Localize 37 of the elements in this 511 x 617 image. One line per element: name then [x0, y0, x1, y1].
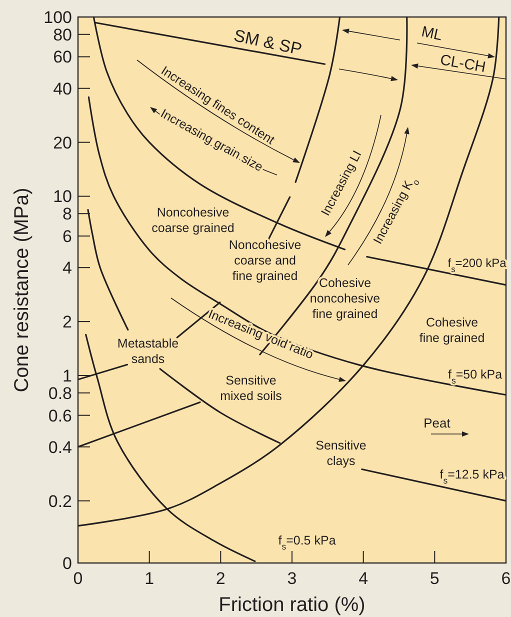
y-tick-label: 20: [53, 133, 72, 152]
annotation: Cohesive fine grained: [419, 316, 485, 346]
annotation: Peat: [424, 416, 451, 431]
annotation: Metastable sands: [117, 336, 179, 366]
annotation: Sensitive mixed soils: [220, 374, 282, 404]
y-tick-label: 2: [62, 312, 72, 332]
x-tick-label: 6: [501, 569, 511, 588]
x-tick-label: 3: [287, 569, 297, 588]
x-tick-label: 1: [144, 569, 154, 588]
y-tick-label: 8: [62, 204, 72, 224]
y-tick-label: 0.4: [48, 438, 72, 457]
annotation: Noncohesive coarse grained: [152, 206, 234, 236]
y-tick-label: 40: [53, 79, 72, 98]
y-tick-label: 6: [62, 226, 72, 246]
annotation: CL-CH: [438, 51, 487, 76]
x-axis-title: Friction ratio (%): [218, 594, 366, 616]
x-tick-label: 4: [358, 569, 368, 588]
x-tick-label: 5: [430, 569, 440, 588]
annotation: ML: [420, 23, 444, 44]
y-axis-title: Cone resistance (MPa): [11, 188, 33, 392]
y-tick-label: 0.8: [48, 384, 72, 403]
annotation: f$_{s}$=50 kPa: [448, 367, 502, 386]
y-tick-label: 80: [53, 25, 72, 44]
y-tick-label: 0.2: [48, 492, 72, 511]
annotation: SM & SP: [232, 26, 304, 59]
annotation: Cohesive noncohesive fine grained: [310, 276, 380, 321]
y-tick-label: 60: [53, 48, 72, 67]
y-tick-label: 10: [53, 187, 72, 206]
annotation: f$_{s}$=0.5 kPa: [278, 533, 336, 552]
y-tick-label: 1: [62, 366, 72, 386]
x-tick-label: 2: [216, 569, 226, 588]
y-tick-label: 100: [44, 8, 72, 27]
y-tick-label: 0.6: [48, 406, 72, 426]
y-tick-label: 4: [62, 258, 72, 278]
annotation: f$_{s}$=12.5 kPa: [440, 467, 504, 486]
y-tick-label: 0: [62, 554, 72, 573]
annotation: Sensitive clays: [316, 438, 366, 468]
